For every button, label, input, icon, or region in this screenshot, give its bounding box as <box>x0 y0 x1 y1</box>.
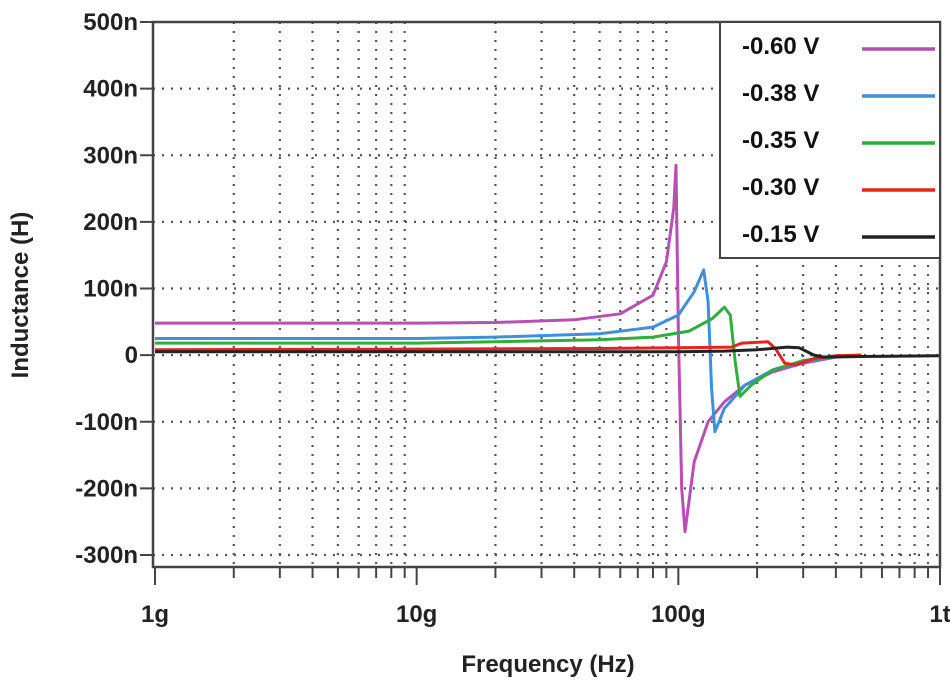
y-tick-label: 400n <box>83 76 138 103</box>
y-tick-label: 100n <box>83 276 138 303</box>
legend-label: -0.60 V <box>742 33 819 60</box>
legend-label: -0.35 V <box>742 127 819 154</box>
legend: -0.60 V -0.38 V -0.35 V -0.30 V -0.15 V <box>719 21 941 259</box>
x-tick-label: 10g <box>396 601 437 628</box>
plot-frame <box>151 20 942 569</box>
series-line-030 <box>154 340 862 367</box>
y-tick-label: -300n <box>75 542 138 569</box>
x-tick-label: 1g <box>141 601 169 628</box>
x-tick-label: 100g <box>651 601 706 628</box>
y-tick-label: -200n <box>75 475 138 502</box>
y-tick-label: 500n <box>83 9 138 36</box>
series-line-015 <box>154 345 941 359</box>
y-axis-label: Inductance (H) <box>7 212 34 379</box>
y-tick-label: 0 <box>125 342 138 369</box>
legend-label: -0.38 V <box>742 80 819 107</box>
x-axis-label: Frequency (Hz) <box>461 651 634 678</box>
legend-label: -0.30 V <box>742 174 819 201</box>
y-tick-label: 200n <box>83 209 138 236</box>
legend-box <box>719 21 941 259</box>
y-tick-label: 300n <box>83 142 138 169</box>
y-tick-label: -100n <box>75 409 138 436</box>
ticks: 500n 400n 300n 200n 100n 0 -100n -200n -300n 1g 10… <box>75 9 950 628</box>
x-tick-label: 1t <box>929 601 950 628</box>
series-group <box>154 163 941 534</box>
legend-label: -0.15 V <box>742 221 819 248</box>
